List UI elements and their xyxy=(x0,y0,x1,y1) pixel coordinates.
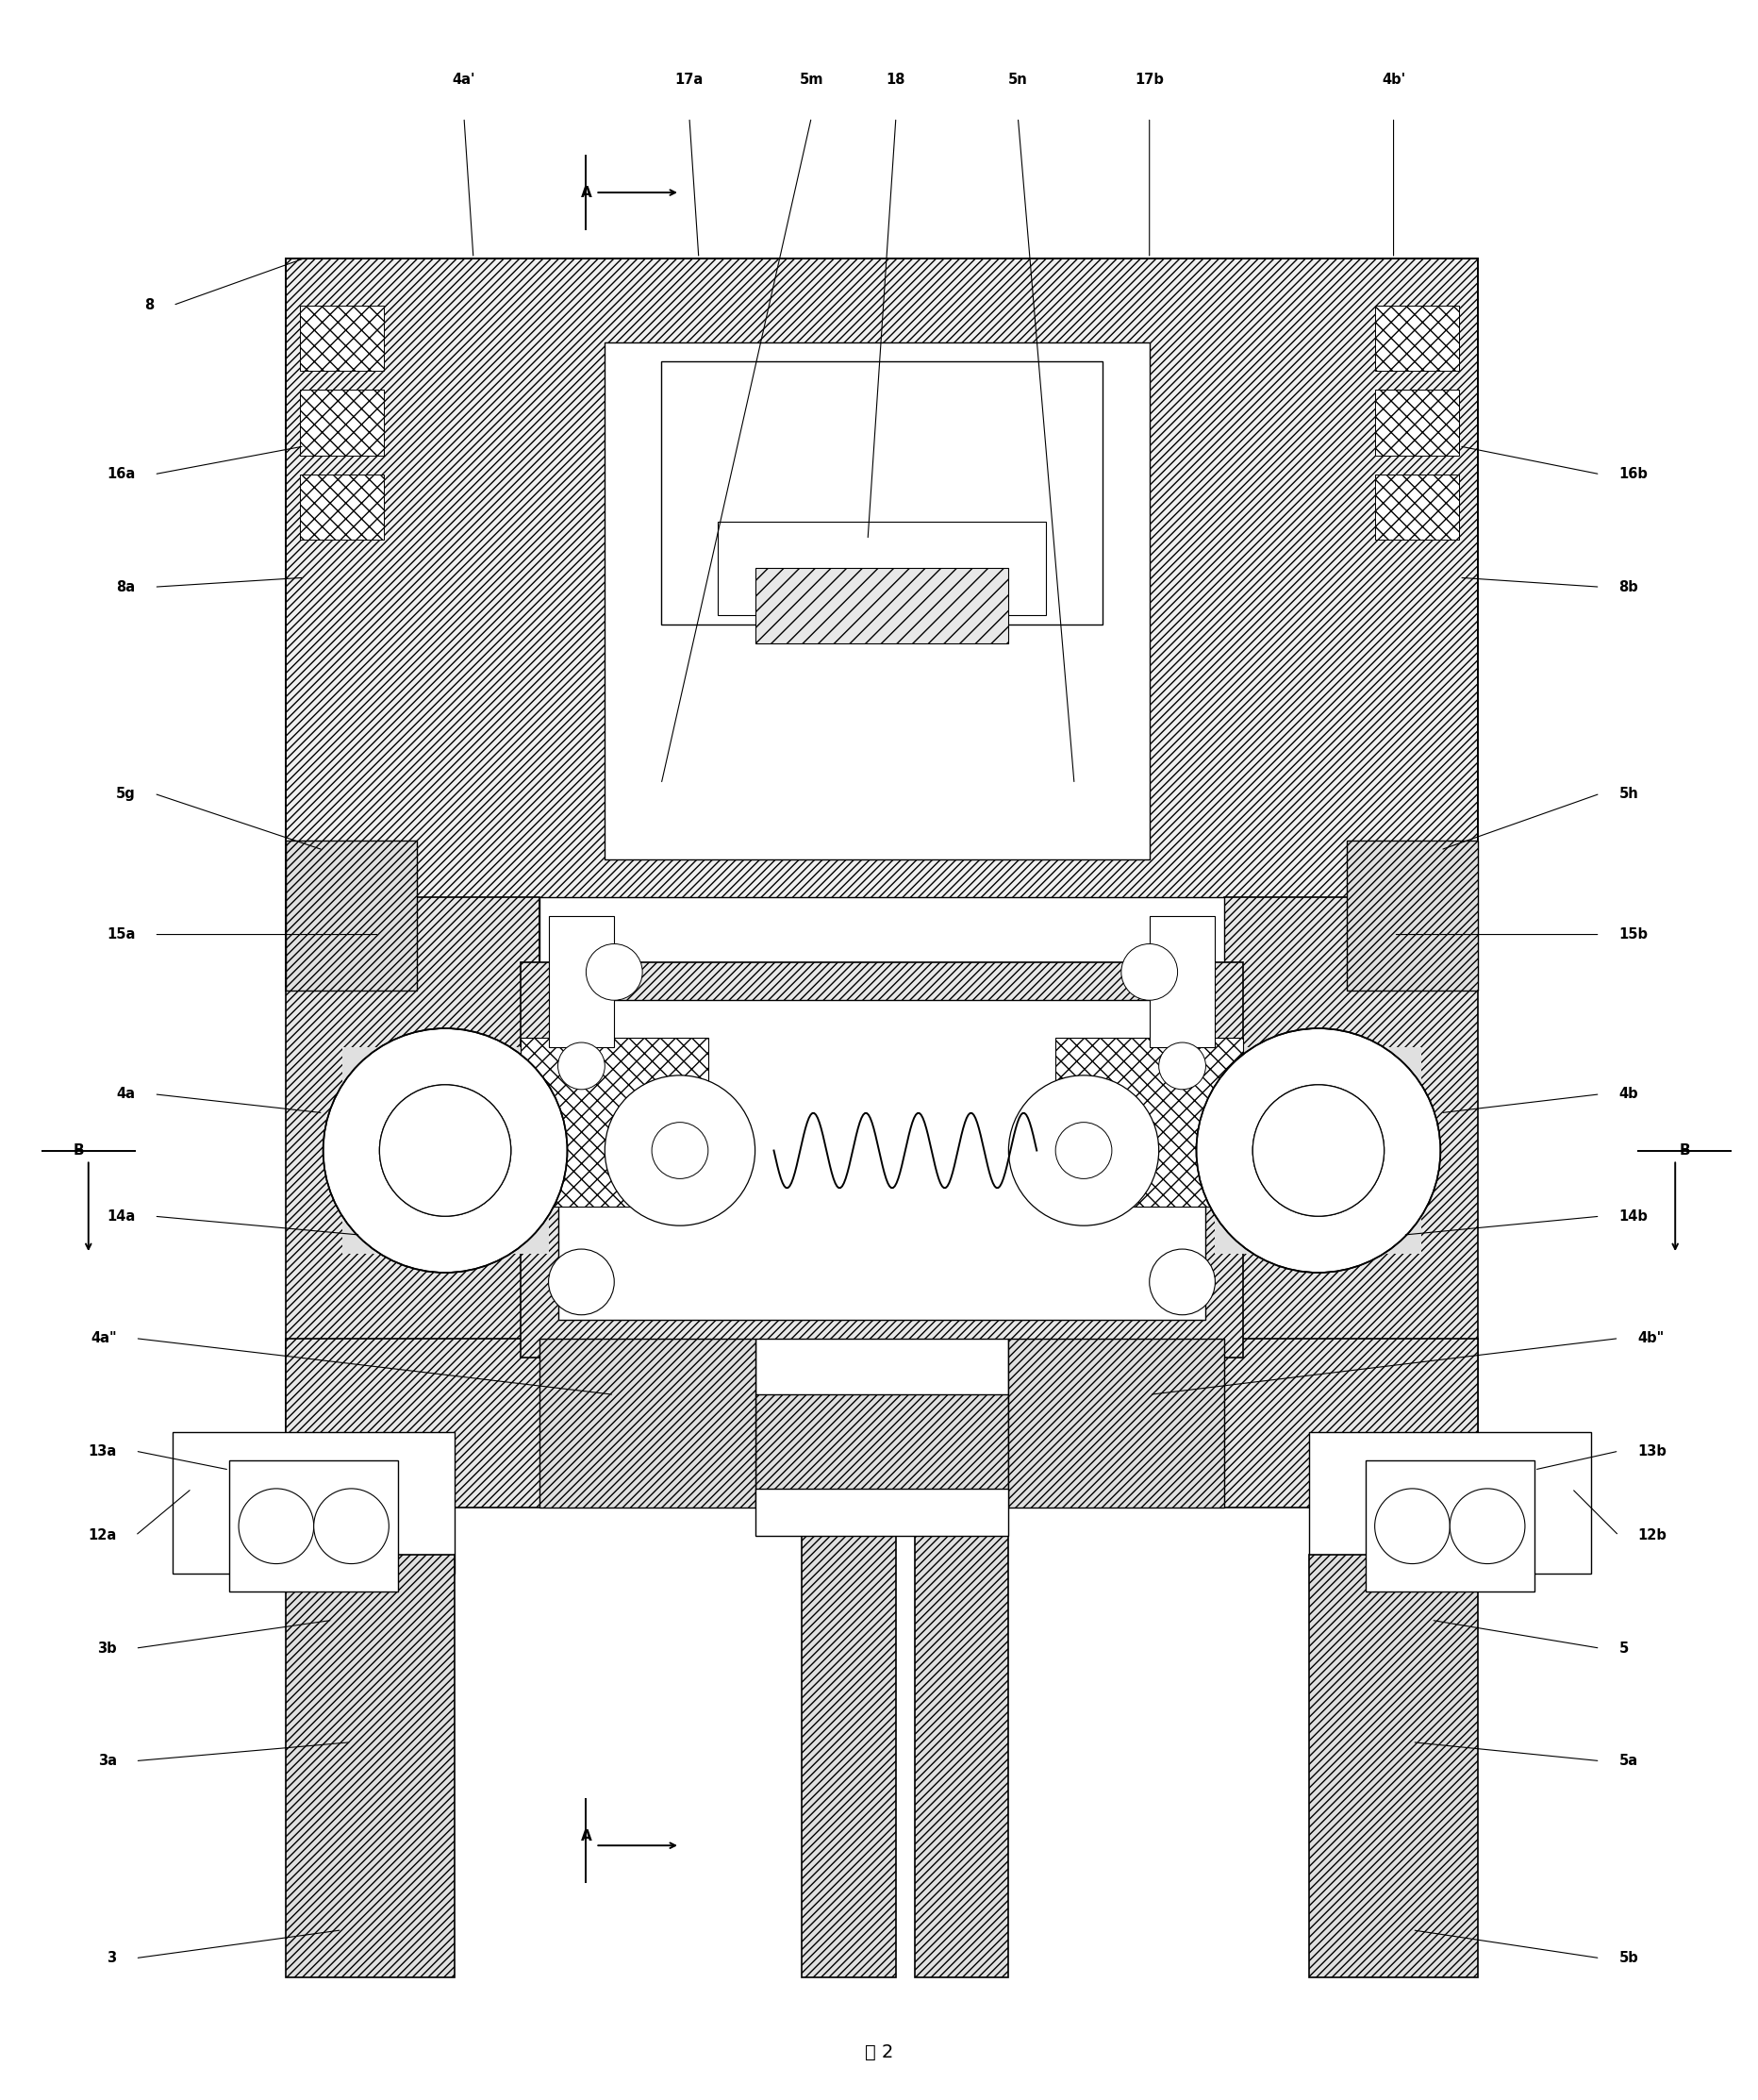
Circle shape xyxy=(1252,1086,1384,1216)
Text: 8a: 8a xyxy=(116,580,135,594)
Bar xyxy=(802,1508,895,1976)
Text: 5: 5 xyxy=(1617,1642,1628,1655)
Circle shape xyxy=(380,1086,510,1216)
Bar xyxy=(754,1489,1007,1535)
Text: 12b: 12b xyxy=(1637,1529,1667,1544)
Bar xyxy=(1375,391,1459,456)
Bar xyxy=(299,475,383,540)
Circle shape xyxy=(1449,1489,1524,1564)
Text: 4b': 4b' xyxy=(1382,74,1405,86)
Bar xyxy=(538,1338,754,1508)
Bar xyxy=(285,840,417,991)
Text: 5h: 5h xyxy=(1617,788,1637,800)
Circle shape xyxy=(1159,1042,1204,1090)
Bar xyxy=(548,916,614,1048)
Circle shape xyxy=(548,1250,614,1315)
Text: 8: 8 xyxy=(144,298,155,313)
Bar xyxy=(285,897,538,1459)
Circle shape xyxy=(1120,943,1176,1000)
Circle shape xyxy=(652,1121,708,1178)
Bar xyxy=(1215,1048,1420,1254)
Bar xyxy=(557,1000,1204,1319)
Bar xyxy=(1224,897,1477,1459)
Bar xyxy=(538,897,1224,1459)
Text: 5b: 5b xyxy=(1617,1951,1637,1966)
Text: 4b: 4b xyxy=(1617,1088,1637,1100)
Bar xyxy=(1347,840,1477,991)
Text: 8b: 8b xyxy=(1617,580,1637,594)
Circle shape xyxy=(1055,1121,1111,1178)
Text: 5g: 5g xyxy=(116,788,135,800)
Text: 3a: 3a xyxy=(98,1753,116,1768)
Text: 16a: 16a xyxy=(107,466,135,481)
Text: A: A xyxy=(580,185,591,200)
Bar xyxy=(754,1394,1007,1508)
Bar xyxy=(1308,1554,1477,1976)
Text: 18: 18 xyxy=(886,74,905,86)
Text: 15b: 15b xyxy=(1617,928,1647,941)
Text: 15a: 15a xyxy=(107,928,135,941)
Text: 14b: 14b xyxy=(1617,1210,1647,1224)
Text: 4a: 4a xyxy=(116,1088,135,1100)
Bar xyxy=(1148,916,1215,1048)
Circle shape xyxy=(1252,1086,1384,1216)
Text: 16b: 16b xyxy=(1617,466,1647,481)
Circle shape xyxy=(1148,1250,1215,1315)
Bar xyxy=(914,1508,1007,1976)
Circle shape xyxy=(585,943,642,1000)
Bar xyxy=(285,1554,454,1976)
Bar xyxy=(1364,1460,1533,1592)
Text: 4a": 4a" xyxy=(90,1331,116,1346)
Bar xyxy=(605,342,1148,859)
Bar xyxy=(1375,475,1459,540)
Text: 17a: 17a xyxy=(675,74,703,86)
Bar xyxy=(299,304,383,372)
Text: A: A xyxy=(580,1829,591,1844)
Text: 14a: 14a xyxy=(107,1210,135,1224)
Text: 5a: 5a xyxy=(1617,1753,1637,1768)
Circle shape xyxy=(313,1489,389,1564)
Bar xyxy=(341,1048,548,1254)
Text: 13a: 13a xyxy=(88,1445,116,1457)
Bar xyxy=(754,1338,1007,1508)
Text: 5n: 5n xyxy=(1007,74,1027,86)
Text: 13b: 13b xyxy=(1637,1445,1667,1457)
Circle shape xyxy=(323,1029,568,1273)
Circle shape xyxy=(605,1075,754,1226)
Text: 图 2: 图 2 xyxy=(865,2043,893,2060)
Bar xyxy=(717,521,1046,615)
Bar xyxy=(1055,1037,1243,1207)
Bar xyxy=(229,1460,397,1592)
Bar xyxy=(285,1338,1477,1508)
Bar xyxy=(1007,1338,1224,1508)
Circle shape xyxy=(380,1086,510,1216)
Bar xyxy=(299,391,383,456)
Bar xyxy=(285,258,1477,991)
Circle shape xyxy=(557,1042,605,1090)
Bar xyxy=(1375,304,1459,372)
Text: 5m: 5m xyxy=(798,74,823,86)
Text: 12a: 12a xyxy=(88,1529,116,1544)
Text: 3b: 3b xyxy=(97,1642,116,1655)
Bar xyxy=(172,1432,454,1573)
Text: 4a': 4a' xyxy=(452,74,475,86)
Text: 4b": 4b" xyxy=(1637,1331,1663,1346)
Text: 3: 3 xyxy=(107,1951,116,1966)
Bar xyxy=(520,962,1243,1357)
Circle shape xyxy=(239,1489,313,1564)
Text: B: B xyxy=(74,1142,84,1157)
Bar xyxy=(661,361,1102,624)
Bar xyxy=(754,569,1007,643)
Circle shape xyxy=(1195,1029,1440,1273)
Text: B: B xyxy=(1679,1142,1689,1157)
Circle shape xyxy=(1007,1075,1159,1226)
Bar xyxy=(520,1037,708,1207)
Text: 17b: 17b xyxy=(1134,74,1164,86)
Circle shape xyxy=(1375,1489,1449,1564)
Bar xyxy=(1308,1432,1589,1573)
